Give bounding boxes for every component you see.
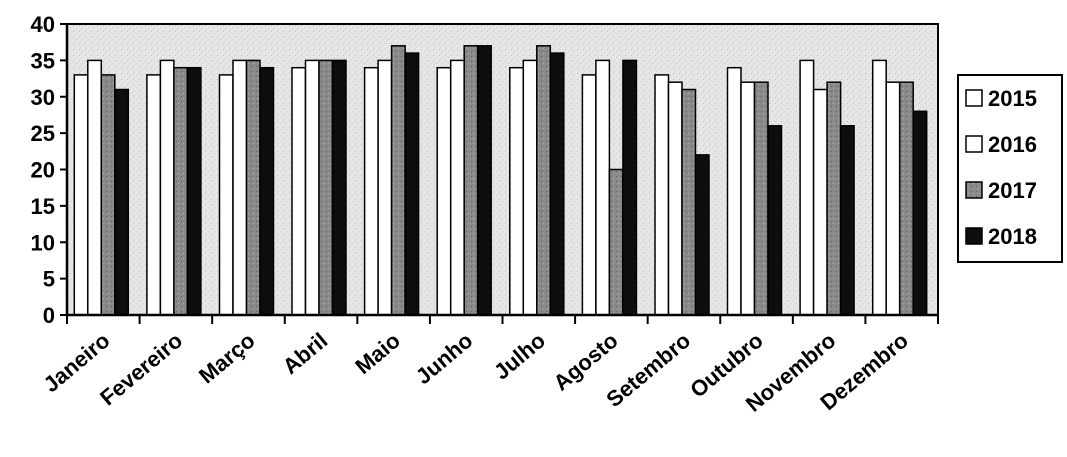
- y-tick-label: 35: [31, 48, 55, 73]
- bar-2015-novembro: [799, 59, 815, 316]
- plot-area: [67, 24, 938, 315]
- bar-2015-março: [218, 74, 234, 316]
- bar-2018-novembro: [839, 125, 855, 316]
- bar-2016-fevereiro: [159, 59, 175, 316]
- bar-2016-agosto: [595, 59, 611, 316]
- bar-2017-abril: [318, 59, 334, 316]
- legend-swatch-2016: [965, 135, 983, 153]
- bar-2018-janeiro: [114, 88, 130, 316]
- bar-2018-dezembro: [912, 110, 928, 316]
- bar-2017-setembro: [681, 88, 697, 316]
- bar-2017-janeiro: [100, 74, 116, 316]
- y-tick-label: 20: [31, 158, 55, 183]
- legend-swatch-2015: [965, 89, 983, 107]
- bar-2016-novembro: [812, 88, 828, 316]
- bar-2018-agosto: [622, 59, 638, 316]
- bar-2015-dezembro: [871, 59, 887, 316]
- bar-2017-março: [245, 59, 261, 316]
- bar-2015-junho: [436, 66, 452, 316]
- bar-2016-dezembro: [885, 81, 901, 316]
- x-tick-label-abril: Abril: [278, 328, 332, 379]
- x-tick-label-julho: Julho: [489, 328, 550, 385]
- bar-2015-abril: [291, 66, 307, 316]
- bar-2016-abril: [304, 59, 320, 316]
- legend-label-2015: 2015: [988, 86, 1037, 111]
- bar-2018-maio: [404, 52, 420, 316]
- bar-2018-junho: [476, 45, 492, 316]
- bar-2018-outubro: [767, 125, 783, 316]
- bar-2016-janeiro: [87, 59, 103, 316]
- bar-2016-outubro: [740, 81, 756, 316]
- bar-2016-março: [232, 59, 248, 316]
- bar-2017-dezembro: [898, 81, 914, 316]
- bar-2015-outubro: [726, 66, 742, 316]
- bar-2015-julho: [509, 66, 525, 316]
- bar-2016-maio: [377, 59, 393, 316]
- legend-swatch-2018: [965, 227, 983, 245]
- bar-2016-setembro: [667, 81, 683, 316]
- y-tick-label: 0: [43, 303, 55, 328]
- bar-2015-agosto: [581, 74, 597, 316]
- bar-2017-maio: [390, 45, 406, 316]
- y-tick-label: 10: [31, 230, 55, 255]
- y-tick-label: 15: [31, 194, 55, 219]
- bar-2018-fevereiro: [186, 66, 202, 316]
- legend-label-2018: 2018: [988, 224, 1037, 249]
- bar-2018-setembro: [694, 154, 710, 316]
- bar-2015-setembro: [654, 74, 670, 316]
- y-tick-label: 40: [31, 12, 55, 37]
- bar-2015-maio: [363, 66, 379, 316]
- x-tick-label-março: Março: [194, 328, 260, 389]
- y-tick-label: 30: [31, 85, 55, 110]
- legend-label-2016: 2016: [988, 132, 1037, 157]
- x-tick-label-fevereiro: Fevereiro: [95, 328, 187, 411]
- legend-swatch-2017: [965, 181, 983, 199]
- y-tick-label: 25: [31, 121, 55, 146]
- bar-2017-julho: [536, 45, 552, 316]
- bar-2018-julho: [549, 52, 565, 316]
- bar-2015-fevereiro: [146, 74, 162, 316]
- x-tick-label-maio: Maio: [350, 328, 404, 379]
- y-tick-label: 5: [43, 267, 55, 292]
- legend-label-2017: 2017: [988, 178, 1037, 203]
- bar-2016-julho: [522, 59, 538, 316]
- bar-2017-novembro: [826, 81, 842, 316]
- bar-2015-janeiro: [73, 74, 89, 316]
- bar-2016-junho: [449, 59, 465, 316]
- x-tick-label-junho: Junho: [411, 328, 478, 390]
- bar-2017-junho: [463, 45, 479, 316]
- bar-2017-outubro: [753, 81, 769, 316]
- bar-2018-março: [259, 66, 275, 316]
- bar-2017-fevereiro: [173, 66, 189, 316]
- bar-2018-abril: [331, 59, 347, 316]
- bar-2017-agosto: [608, 168, 624, 316]
